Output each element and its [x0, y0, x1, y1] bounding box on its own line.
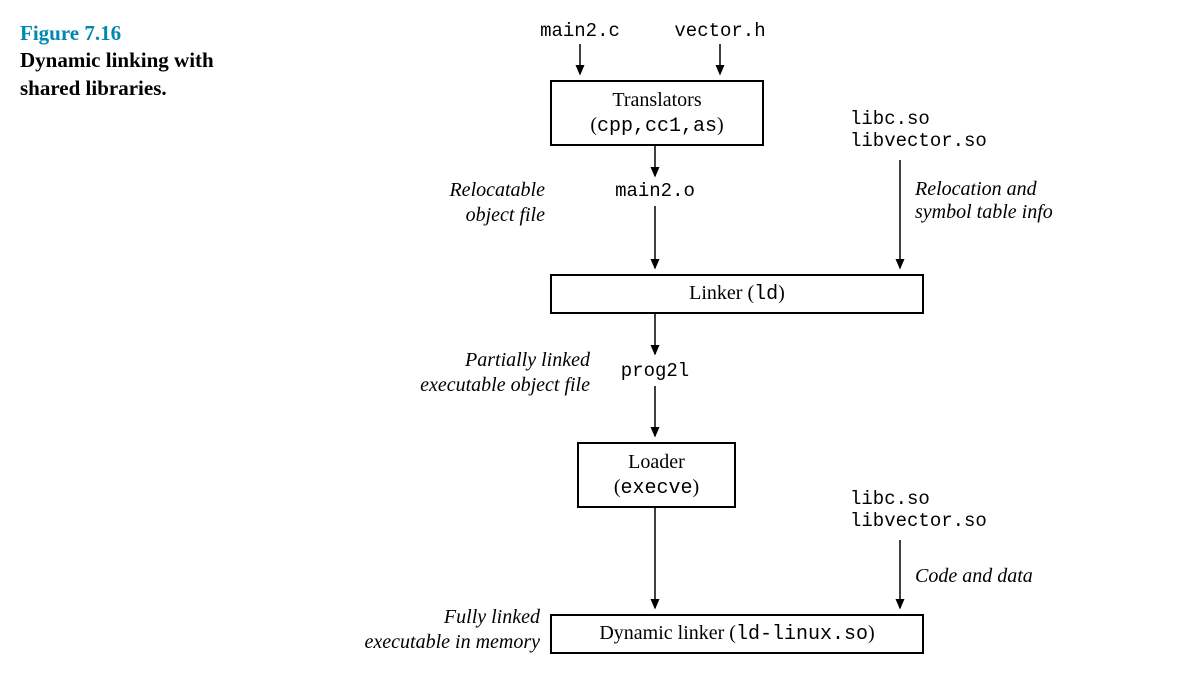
figure-title-line2: shared libraries. — [20, 75, 320, 102]
linker-box: Linker (ld) — [550, 274, 924, 314]
loader-label: Loader — [628, 450, 685, 475]
libs-bottom: libc.so libvector.so — [850, 488, 987, 532]
source-file-main: main2.c — [530, 20, 630, 42]
figure-container: Figure 7.16 Dynamic linking with shared … — [20, 20, 1159, 667]
executable-file: prog2l — [605, 360, 705, 382]
source-file-header: vector.h — [660, 20, 780, 42]
label-relocatable-object: Relocatable object file — [370, 178, 545, 228]
translators-label: Translators — [612, 88, 701, 113]
figure-title-line1: Dynamic linking with — [20, 47, 320, 74]
figure-number: Figure 7.16 — [20, 20, 320, 47]
label-code-data: Code and data — [915, 565, 1115, 588]
label-reloc-sym-info: Relocation and symbol table info — [915, 178, 1115, 224]
translators-box: Translators (cpp,cc1,as) — [550, 80, 764, 146]
linker-label: Linker (ld) — [689, 281, 785, 307]
object-file: main2.o — [595, 180, 715, 202]
translators-tools: (cpp,cc1,as) — [590, 113, 723, 139]
libs-top: libc.so libvector.so — [850, 108, 987, 152]
dynamic-linker-label: Dynamic linker (ld-linux.so) — [599, 621, 874, 647]
figure-caption: Figure 7.16 Dynamic linking with shared … — [20, 20, 320, 102]
loader-box: Loader (execve) — [577, 442, 736, 508]
label-fully-linked: Fully linked executable in memory — [310, 605, 540, 655]
loader-call: (execve) — [614, 475, 699, 501]
dynamic-linker-box: Dynamic linker (ld-linux.so) — [550, 614, 924, 654]
label-partially-linked: Partially linked executable object file — [340, 348, 590, 398]
